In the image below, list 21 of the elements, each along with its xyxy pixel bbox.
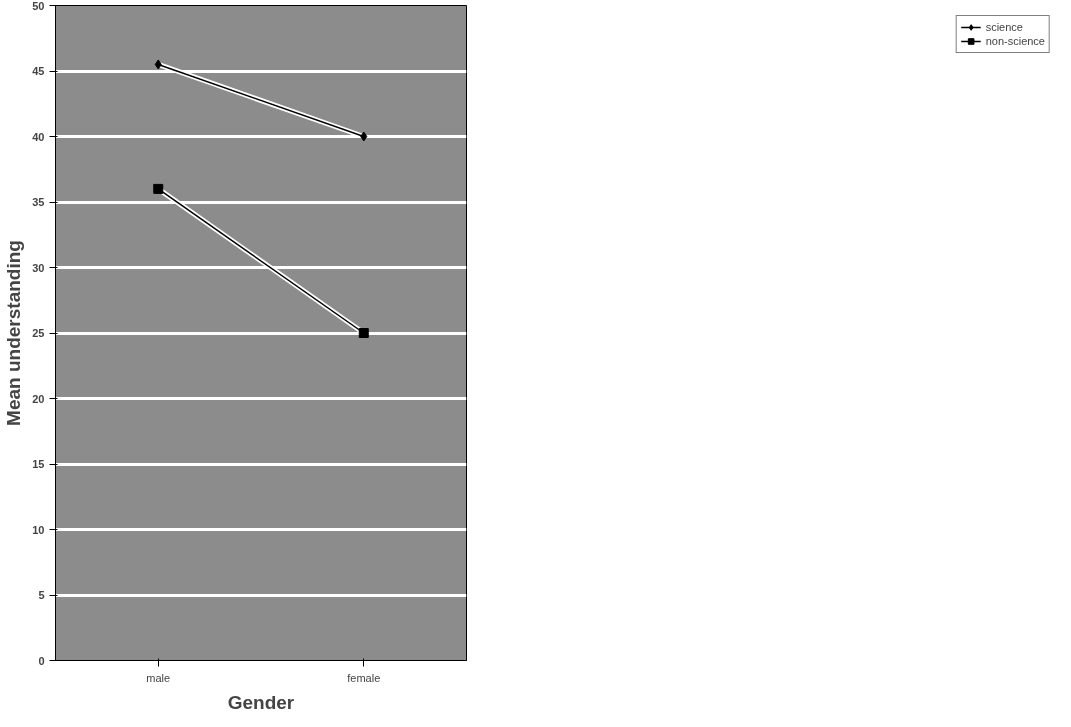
point bbox=[360, 131, 368, 142]
y-tick-label: 35 bbox=[32, 196, 45, 208]
point bbox=[153, 183, 164, 194]
y-tick-label: 10 bbox=[32, 523, 45, 536]
y-tick-label: 40 bbox=[32, 130, 45, 143]
y-tick-label: 50 bbox=[32, 0, 45, 12]
y-tick-label: 30 bbox=[32, 261, 45, 274]
y-axis-title: Mean understanding bbox=[3, 240, 25, 426]
y-tick-label: 20 bbox=[32, 392, 45, 405]
x-axis-title: Gender bbox=[227, 691, 295, 713]
y-tick-label: 25 bbox=[32, 327, 45, 339]
y-tick-label: 45 bbox=[32, 65, 45, 77]
point bbox=[154, 59, 162, 70]
x-tick-label: female bbox=[347, 671, 381, 684]
legend-label: science bbox=[985, 20, 1023, 34]
x-tick-label: male bbox=[146, 671, 171, 684]
legend-label: non-science bbox=[985, 34, 1045, 48]
y-tick-label: 0 bbox=[38, 654, 45, 667]
point bbox=[358, 328, 369, 338]
y-tick-label: 5 bbox=[38, 589, 45, 601]
y-tick-label: 15 bbox=[32, 458, 45, 470]
